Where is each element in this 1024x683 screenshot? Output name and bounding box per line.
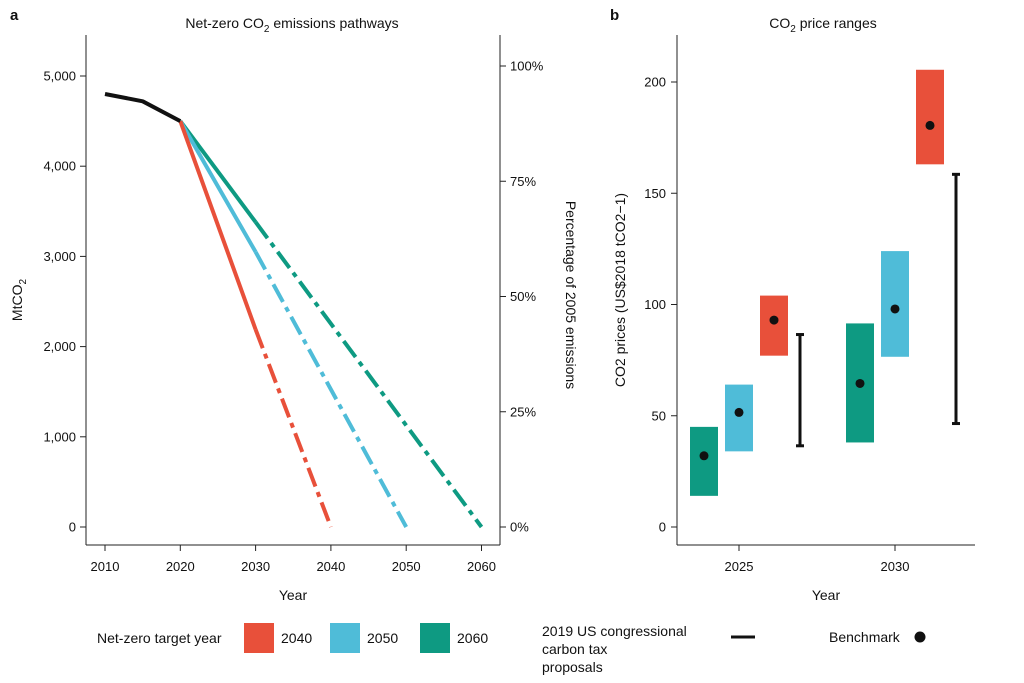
benchmark-dot-2025-2040 bbox=[769, 315, 779, 325]
panel-a-x-tick-label: 2020 bbox=[166, 559, 195, 574]
panel-a-right-tick-label: 0% bbox=[510, 520, 529, 535]
benchmark-dot-2030-2060 bbox=[855, 378, 865, 388]
panel-a-x-ticks: 2010 2020 2030 2040 2050 2060 bbox=[91, 545, 496, 574]
benchmark-dot-2025-2050 bbox=[734, 407, 744, 417]
panel-b-y-ticks: 0 50 100 150 200 bbox=[644, 75, 677, 535]
legend-label-2060: 2060 bbox=[457, 630, 488, 646]
series-2060-dashed-line bbox=[253, 220, 484, 529]
panel-a-right-label: Percentage of 2005 emissions bbox=[563, 201, 579, 389]
panel-a-x-tick-label: 2060 bbox=[467, 559, 496, 574]
panel-a-x-label: Year bbox=[279, 587, 308, 603]
panel-a-right-tick-label: 100% bbox=[510, 59, 544, 74]
panel-a-y-tick-label: 2,000 bbox=[43, 339, 76, 354]
series-2050-solid-line bbox=[178, 120, 258, 253]
legend-proposal-line-1: 2019 US congressional bbox=[542, 623, 687, 639]
benchmark-dot-2025-2060 bbox=[699, 451, 709, 461]
benchmark-dot-2030-2050 bbox=[890, 304, 900, 314]
historical-emissions-line bbox=[104, 92, 182, 123]
panel-a-x-tick-label: 2010 bbox=[91, 559, 120, 574]
panel-a-title: Net-zero CO2 emissions pathways bbox=[185, 15, 398, 35]
panel-b-marks bbox=[690, 69, 960, 496]
panel-a-y-label: MtCO2 bbox=[9, 279, 29, 322]
panel-b-y-tick-label: 150 bbox=[644, 186, 666, 201]
panel-b-y-tick-label: 100 bbox=[644, 297, 666, 312]
panel-a-x-tick-label: 2030 bbox=[241, 559, 270, 574]
panel-a-series bbox=[104, 92, 484, 529]
series-2050-dashed-line bbox=[253, 250, 408, 528]
panel-b-x-tick-label: 2030 bbox=[881, 559, 910, 574]
legend-label-2040: 2040 bbox=[281, 630, 312, 646]
panel-a-right-tick-label: 25% bbox=[510, 404, 536, 419]
series-2060-solid-line bbox=[178, 119, 258, 224]
panel-b-x-tick-label: 2025 bbox=[725, 559, 754, 574]
legend: Net-zero target year 2040 2050 2060 2019… bbox=[97, 623, 926, 675]
legend-swatch-2050 bbox=[330, 623, 360, 653]
legend-benchmark-label: Benchmark bbox=[829, 629, 901, 645]
legend-swatch-2040 bbox=[244, 623, 274, 653]
panel-b-title: CO2 price ranges bbox=[769, 15, 877, 35]
panel-a-y-tick-label: 3,000 bbox=[43, 249, 76, 264]
legend-benchmark-dot-icon bbox=[914, 631, 926, 643]
panel-b-x-label: Year bbox=[812, 587, 841, 603]
series-2040-solid-line bbox=[178, 120, 258, 331]
legend-swatch-2060 bbox=[420, 623, 450, 653]
panel-a-y-ticks: 0 1,000 2,000 3,000 4,000 5,000 bbox=[43, 69, 86, 535]
panel-a-y-tick-label: 0 bbox=[69, 520, 76, 535]
panel-a-right-tick-label: 50% bbox=[510, 289, 536, 304]
panel-a-right-tick-label: 75% bbox=[510, 174, 536, 189]
price-range-2025-2050 bbox=[725, 384, 753, 452]
panel-a-right-ticks: 0% 25% 50% 75% 100% bbox=[500, 59, 544, 535]
panel-b-y-tick-label: 200 bbox=[644, 75, 666, 90]
legend-proposal-line-2: carbon tax bbox=[542, 641, 607, 657]
panel-b-x-ticks: 2025 2030 bbox=[725, 545, 910, 574]
panel-b-y-label: CO2 prices (US$2018 tCO2−1) bbox=[612, 193, 628, 387]
benchmark-dot-2030-2040 bbox=[925, 120, 935, 130]
panel-a-y-tick-label: 5,000 bbox=[43, 69, 76, 84]
price-range-2030-2040 bbox=[916, 69, 944, 165]
panel-b-label: b bbox=[610, 7, 619, 24]
price-range-2030-2050 bbox=[881, 251, 909, 357]
price-range-2025-2060 bbox=[690, 426, 718, 496]
panel-b: b CO2 price ranges 0 50 100 150 200 2025 2030… bbox=[610, 7, 975, 603]
panel-a: a Net-zero CO2 emissions pathways 0 1,000… bbox=[9, 7, 579, 603]
series-2040-dashed-line bbox=[253, 328, 333, 528]
legend-proposal-line-3: proposals bbox=[542, 659, 603, 675]
price-range-2025-2040 bbox=[760, 295, 788, 356]
panel-b-y-tick-label: 50 bbox=[652, 408, 666, 423]
legend-label-2050: 2050 bbox=[367, 630, 398, 646]
panel-a-y-tick-label: 1,000 bbox=[43, 429, 76, 444]
panel-a-x-tick-label: 2040 bbox=[316, 559, 345, 574]
panel-a-x-tick-label: 2050 bbox=[392, 559, 421, 574]
panel-b-y-tick-label: 0 bbox=[659, 520, 666, 535]
panel-a-label: a bbox=[10, 7, 19, 24]
legend-target-title: Net-zero target year bbox=[97, 630, 222, 646]
panel-a-y-tick-label: 4,000 bbox=[43, 159, 76, 174]
